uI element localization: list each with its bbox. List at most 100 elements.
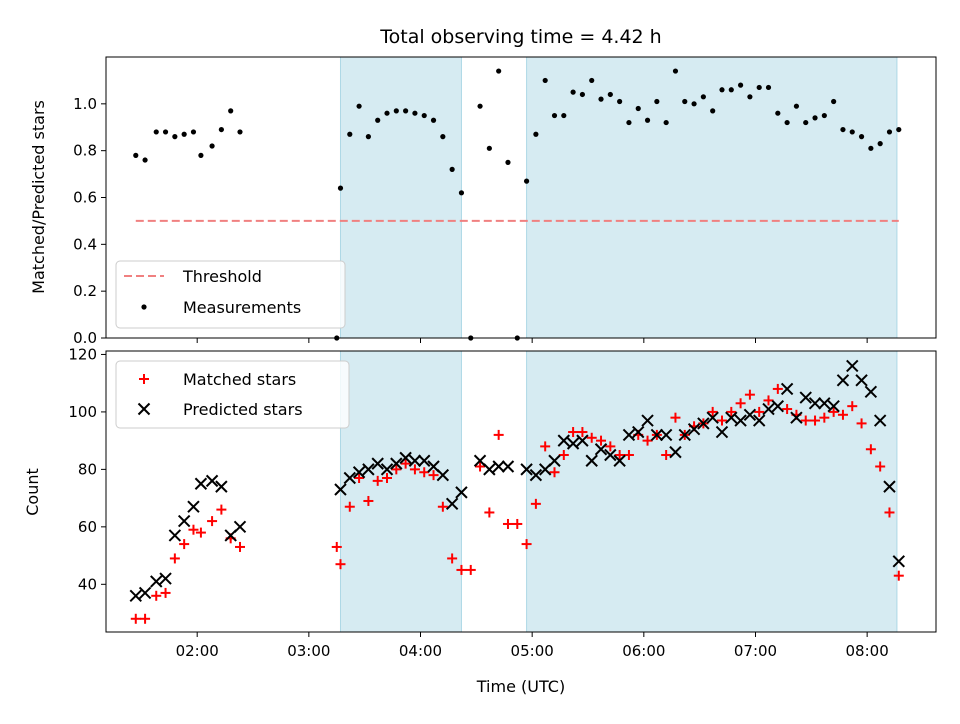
matched-point xyxy=(331,541,342,552)
bottom-x-ticks: 02:00 03:00 04:00 05:00 06:00 07:00 08:00 xyxy=(176,632,889,660)
predicted-point xyxy=(492,460,505,473)
matched-point xyxy=(540,441,551,452)
bottom-x-axis-label: Time (UTC) xyxy=(476,677,565,696)
predicted-point xyxy=(762,402,775,416)
legend-predicted-label: Predicted stars xyxy=(183,400,303,419)
measurement-point xyxy=(896,126,902,133)
matched-point xyxy=(372,475,383,486)
top-y-tick-label: 0.6 xyxy=(73,189,97,207)
matched-point xyxy=(707,406,718,417)
legend-matched-label: Matched stars xyxy=(183,370,296,389)
matched-point xyxy=(344,501,355,512)
matched-point xyxy=(428,470,439,481)
bottom-x-tick-label: 06:00 xyxy=(622,642,665,660)
legend-measurement-swatch xyxy=(141,304,147,310)
measurement-point xyxy=(337,185,344,191)
matched-point xyxy=(670,412,681,423)
predicted-point xyxy=(697,417,710,430)
measurement-point xyxy=(486,145,492,151)
measurement-point xyxy=(607,91,613,98)
shaded-interval xyxy=(526,56,898,339)
predicted-point xyxy=(205,474,219,488)
measurement-point xyxy=(421,112,427,119)
top-y-tick-label: 0.2 xyxy=(73,282,97,300)
measurement-point xyxy=(775,110,781,116)
predicted-point xyxy=(168,529,182,542)
matched-point xyxy=(726,406,737,417)
measurement-point xyxy=(793,103,800,109)
matched-point xyxy=(893,570,904,581)
bottom-x-tick-label: 03:00 xyxy=(287,642,330,660)
measurement-point xyxy=(347,131,353,137)
measurement-point xyxy=(765,84,772,91)
predicted-point xyxy=(669,445,682,459)
predicted-point xyxy=(380,463,394,476)
predicted-point xyxy=(529,468,543,482)
predicted-point xyxy=(576,434,589,447)
measurement-point xyxy=(747,94,753,100)
measurement-point xyxy=(737,82,744,88)
legend-predicted-marker xyxy=(137,402,151,416)
measurement-point xyxy=(626,119,632,126)
predicted-point xyxy=(734,414,747,427)
predicted-point xyxy=(604,448,617,462)
matched-point xyxy=(754,406,765,417)
matched-point xyxy=(568,427,579,438)
shaded-interval xyxy=(339,56,462,339)
measurement-point xyxy=(617,98,623,105)
predicted-point xyxy=(445,497,459,511)
measurement-point xyxy=(440,134,446,140)
matched-point xyxy=(856,418,867,429)
measurement-point xyxy=(384,110,390,116)
shaded-interval xyxy=(526,350,898,633)
measurement-point xyxy=(198,152,204,158)
predicted-point xyxy=(622,428,636,442)
matched-point xyxy=(577,427,588,438)
top-y-tick-label: 0.0 xyxy=(73,329,97,347)
bottom-x-tick-label: 05:00 xyxy=(511,642,554,660)
matched-point xyxy=(130,613,141,624)
measurement-point xyxy=(142,157,148,163)
matched-point xyxy=(188,524,199,535)
measurement-point xyxy=(589,77,595,84)
measurement-point xyxy=(886,129,893,135)
predicted-point xyxy=(752,414,766,427)
matched-point xyxy=(558,450,569,461)
matched-point xyxy=(661,450,672,461)
predicted-point xyxy=(215,480,228,493)
predicted-point xyxy=(687,422,701,436)
top-legend-frame xyxy=(115,260,346,329)
bottom-matched-points xyxy=(130,383,904,624)
top-shaded-regions xyxy=(339,56,898,339)
matched-point xyxy=(169,553,180,564)
legend-matched-swatch xyxy=(139,374,149,384)
predicted-point xyxy=(371,457,384,470)
predicted-point xyxy=(159,572,172,585)
matched-point xyxy=(614,450,625,461)
bottom-x-tick-label: 08:00 xyxy=(846,642,889,660)
predicted-point xyxy=(725,411,738,424)
matched-point xyxy=(512,518,523,529)
measurement-point xyxy=(570,89,576,95)
matched-point xyxy=(605,441,616,452)
top-panel: 0.0 0.2 0.4 0.6 0.8 1.0 Matched/Predicted sta… xyxy=(29,56,937,347)
measurement-point xyxy=(403,108,409,114)
legend-matched-marker xyxy=(139,374,149,384)
measurement-point xyxy=(430,117,437,123)
measurement-point xyxy=(691,101,697,107)
matched-point xyxy=(419,467,430,478)
top-y-tick-label: 1.0 xyxy=(73,95,97,113)
bottom-predicted-points xyxy=(129,359,905,603)
predicted-point xyxy=(150,575,163,588)
matched-point xyxy=(810,415,821,426)
measurement-point xyxy=(153,129,159,135)
measurement-point xyxy=(598,96,604,102)
shaded-interval xyxy=(339,350,462,633)
measurement-point xyxy=(181,131,187,137)
matched-point xyxy=(363,495,374,506)
measurement-point xyxy=(477,103,483,109)
matched-point xyxy=(642,435,653,446)
matched-point xyxy=(207,516,218,527)
matched-point xyxy=(837,409,848,420)
